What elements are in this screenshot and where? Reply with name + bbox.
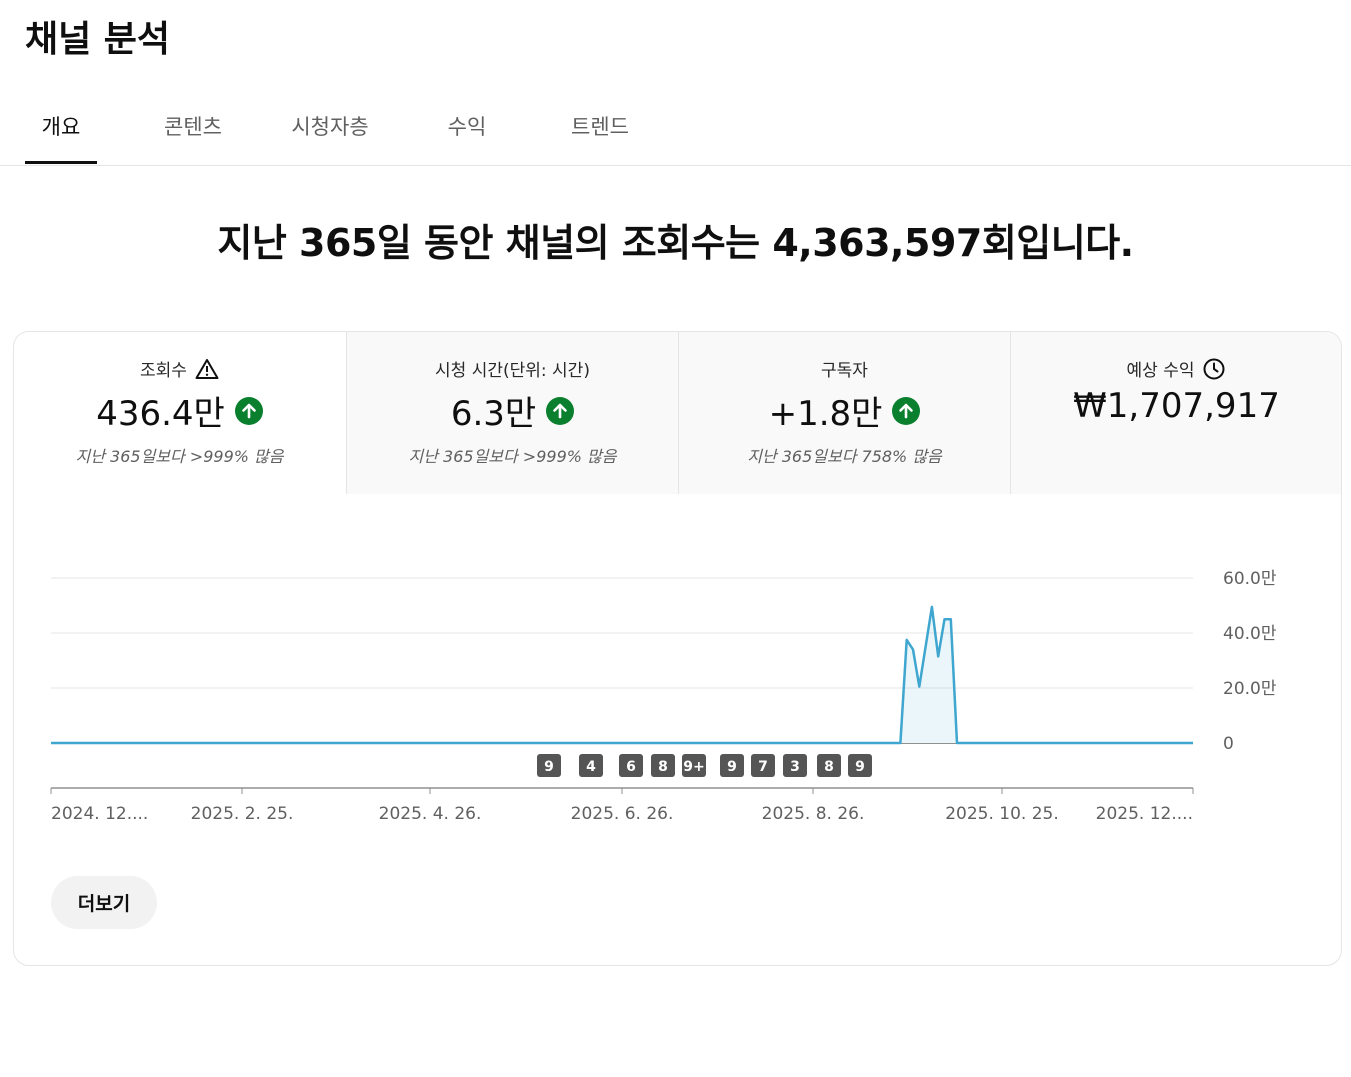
metric-value: +1.8만 (768, 394, 883, 434)
upload-markers: 9 4 6 8 9+ 9 7 3 8 9 (537, 754, 872, 777)
metric-label: 예상 수익 (1126, 361, 1195, 381)
chart-gridlines (51, 577, 1193, 689)
upload-marker[interactable]: 4 (579, 754, 603, 777)
headline: 지난 365일 동안 채널의 조회수는 4,363,597회입니다. (217, 221, 1134, 265)
svg-text:8: 8 (658, 759, 668, 775)
svg-text:9: 9 (727, 759, 737, 775)
svg-text:8: 8 (824, 759, 834, 775)
metric-compare: 지난 365일보다 >999% 많음 (408, 447, 617, 466)
svg-text:6: 6 (626, 759, 636, 775)
arrow-up-icon (892, 396, 921, 425)
more-button[interactable]: 더보기 (51, 876, 157, 929)
views-chart[interactable]: 60.0만 40.0만 20.0만 0 2024. 12.... 2025. 2. 25… (14, 494, 1341, 864)
y-axis-labels: 60.0만 40.0만 20.0만 0 (1223, 569, 1277, 754)
svg-text:7: 7 (758, 759, 768, 775)
metric-estimated-revenue[interactable]: 예상 수익 ₩1,707,917 (1010, 332, 1341, 494)
y-tick-label: 60.0만 (1223, 569, 1277, 589)
y-tick-label: 20.0만 (1223, 679, 1277, 699)
metric-label: 시청 시간(단위: 시간) (435, 361, 590, 381)
metric-label: 구독자 (821, 361, 868, 381)
x-tick-label: 2024. 12.... (51, 804, 148, 824)
overview-card: 조회수 436.4만 지난 365일보다 >999% 많음 시청 시간(단위: … (13, 331, 1342, 966)
upload-marker[interactable]: 9+ (682, 754, 706, 777)
tab-audience[interactable]: 시청자층 (291, 115, 369, 139)
metric-views[interactable]: 조회수 436.4만 지난 365일보다 >999% 많음 (14, 332, 345, 494)
metric-label: 조회수 (140, 361, 187, 381)
warning-icon[interactable] (195, 358, 219, 380)
svg-text:9+: 9+ (683, 759, 704, 775)
tab-content[interactable]: 콘텐츠 (164, 115, 222, 139)
tab-trends[interactable]: 트렌드 (571, 115, 629, 139)
tab-revenue[interactable]: 수익 (447, 115, 487, 139)
x-tick-label: 2025. 4. 26. (379, 804, 482, 824)
tab-overview[interactable]: 개요 (25, 92, 97, 164)
arrow-up-icon (234, 396, 263, 425)
x-tick-label: 2025. 6. 26. (571, 804, 674, 824)
svg-text:4: 4 (586, 759, 596, 775)
x-tick-label: 2025. 12.... (1096, 804, 1193, 824)
upload-marker[interactable]: 7 (751, 754, 775, 777)
tab-bar: 개요 콘텐츠 시청자층 수익 트렌드 (0, 92, 1351, 166)
upload-marker[interactable]: 9 (848, 754, 872, 777)
metric-value: 436.4만 (96, 394, 225, 434)
y-tick-label: 0 (1223, 734, 1234, 754)
views-area (51, 606, 1193, 743)
arrow-up-icon (546, 396, 575, 425)
svg-text:3: 3 (790, 759, 800, 775)
metric-value: 6.3만 (450, 394, 537, 434)
views-series-line (51, 605, 1193, 745)
upload-marker[interactable]: 3 (783, 754, 807, 777)
svg-text:9: 9 (544, 759, 554, 775)
svg-text:9: 9 (855, 759, 865, 775)
upload-marker[interactable]: 9 (720, 754, 744, 777)
upload-marker[interactable]: 8 (817, 754, 841, 777)
upload-marker[interactable]: 6 (619, 754, 643, 777)
x-tick-label: 2025. 2. 25. (191, 804, 294, 824)
x-tick-label: 2025. 8. 26. (762, 804, 865, 824)
x-axis-ticks: 2024. 12.... 2025. 2. 25. 2025. 4. 26. 2025… (50, 788, 1194, 824)
page-title: 채널 분석 (25, 19, 171, 60)
x-tick-label: 2025. 10. 25. (945, 804, 1059, 824)
metric-value: ₩1,707,917 (1073, 386, 1280, 426)
upload-marker[interactable]: 8 (651, 754, 675, 777)
metric-subscribers[interactable]: 구독자 +1.8만 지난 365일보다 758% 많음 (678, 332, 1010, 494)
metric-compare: 지난 365일보다 758% 많음 (747, 447, 942, 466)
y-tick-label: 40.0만 (1223, 624, 1277, 644)
metric-compare: 지난 365일보다 >999% 많음 (75, 447, 284, 466)
metric-watch-time[interactable]: 시청 시간(단위: 시간) 6.3만 지난 365일보다 >999% 많음 (346, 332, 678, 494)
clock-icon[interactable] (1202, 357, 1226, 381)
upload-marker[interactable]: 9 (537, 754, 561, 777)
